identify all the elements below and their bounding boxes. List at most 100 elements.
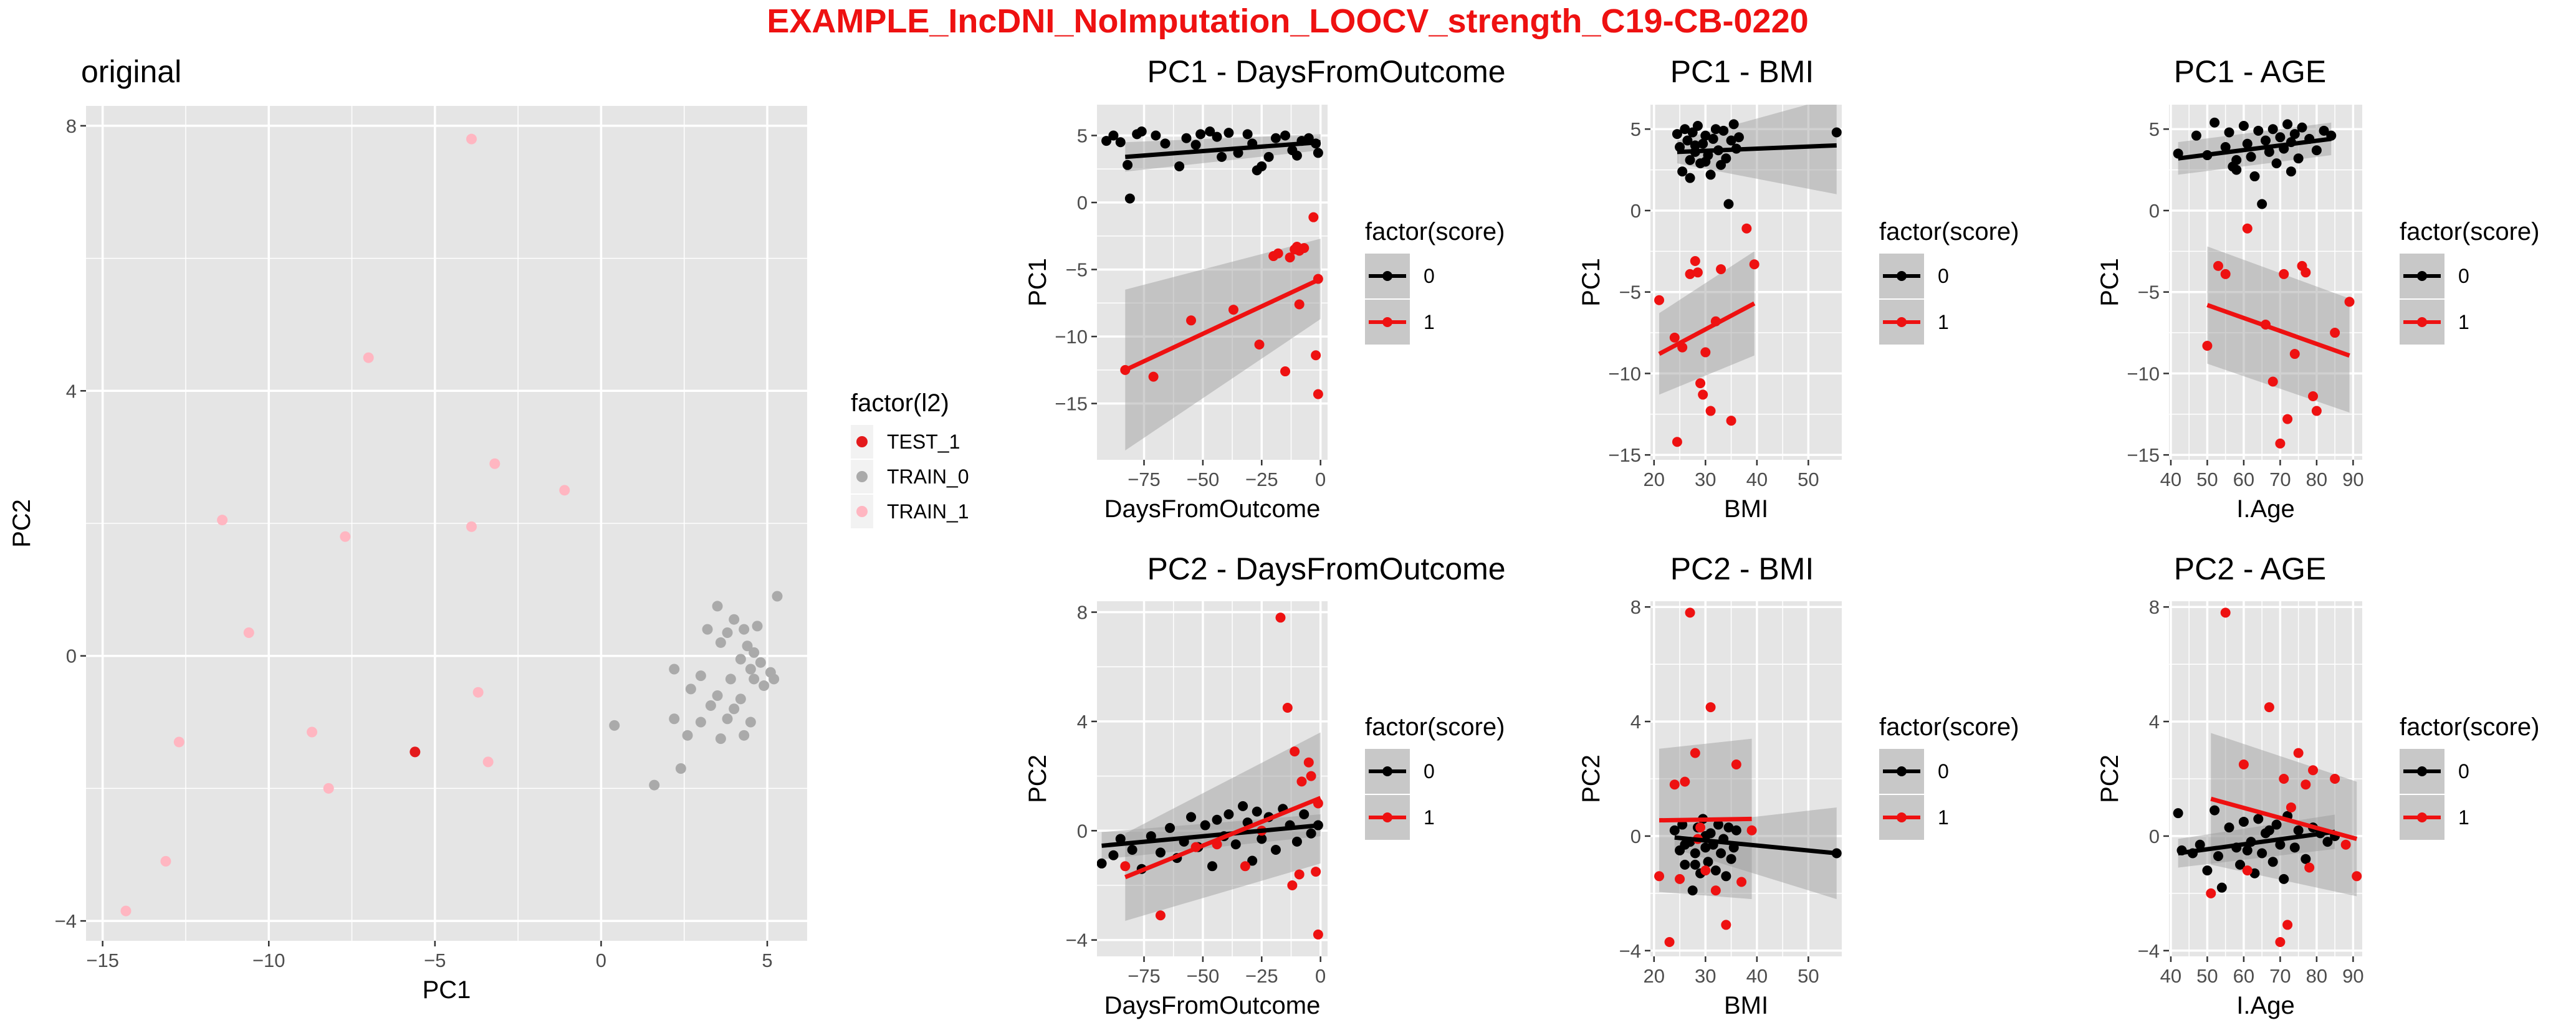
y-tick-label: 4: [1077, 711, 1088, 733]
legend-marker-0: [2417, 271, 2427, 281]
data-point-0: [2297, 122, 2307, 133]
data-point-1: [2330, 774, 2340, 784]
x-tick-label: 50: [2196, 469, 2218, 490]
data-point-0: [1270, 133, 1281, 143]
data-point-0: [2271, 158, 2282, 169]
data-point-0: [2257, 848, 2267, 859]
x-tick-label: 90: [2342, 469, 2363, 490]
x-axis-label: I.Age: [2236, 992, 2294, 1019]
y-tick-label: 0: [2149, 200, 2160, 222]
data-point-1: [1254, 340, 1265, 350]
data-point-0: [2242, 138, 2253, 149]
data-point-0: [1123, 159, 1133, 170]
y-tick-label: 8: [66, 115, 77, 137]
data-point-TRAIN_0: [735, 693, 746, 705]
data-point-0: [2191, 130, 2201, 141]
data-point-1: [1296, 776, 1307, 787]
data-point-0: [2275, 839, 2286, 850]
data-point-1: [2301, 267, 2311, 278]
regression-line-1: [1124, 277, 1322, 373]
data-point-0: [1291, 836, 1302, 847]
confidence-band-1: [1659, 251, 1755, 395]
data-point-0: [1263, 151, 1274, 162]
data-point-0: [1097, 858, 1107, 869]
data-point-0: [2231, 164, 2242, 175]
data-point-0: [1731, 825, 1741, 835]
data-point-1: [1313, 929, 1323, 940]
data-point-1: [1700, 347, 1711, 358]
x-tick-label: 40: [1746, 469, 1768, 490]
y-axis-label: PC2: [1024, 755, 1051, 803]
data-point-1: [1294, 299, 1305, 310]
data-point-1: [2293, 748, 2304, 758]
legend-title: factor(score): [1879, 218, 2019, 245]
y-tick-label: −4: [1066, 930, 1088, 951]
legend: factor(score) 0 1: [1879, 713, 2019, 840]
data-point-1: [1685, 607, 1695, 618]
x-tick-label: −75: [1128, 965, 1161, 987]
data-point-0: [1124, 193, 1135, 204]
data-point-1: [2282, 920, 2293, 930]
data-point-0: [1726, 135, 1736, 146]
data-point-1: [2242, 865, 2253, 876]
data-point-1: [1280, 366, 1291, 377]
data-point-TRAIN_1: [307, 726, 318, 738]
legend-title: factor(score): [2400, 713, 2540, 741]
legend-marker-0: [1382, 271, 1392, 281]
legend-label: 0: [1424, 760, 1435, 783]
chart-panel-5: 20 30 40 50 −4 0 4 8 PC2 - BMI BMI PC2 factor(score…: [1578, 551, 2019, 1019]
data-point-0: [2231, 155, 2242, 165]
y-tick-label: 0: [2149, 826, 2160, 847]
data-point-1: [2286, 802, 2296, 812]
data-point-0: [1680, 859, 1690, 870]
data-point-1: [1311, 350, 1321, 361]
data-point-TRAIN_0: [752, 621, 763, 632]
y-tick-label: −5: [1619, 282, 1641, 303]
x-tick-label: −5: [424, 950, 446, 971]
x-tick-label: −75: [1128, 469, 1161, 490]
legend: factor(score) 0 1: [2400, 218, 2540, 345]
data-point-0: [1700, 842, 1711, 853]
data-point-0: [2275, 132, 2286, 143]
data-point-1: [2344, 297, 2355, 307]
data-point-0: [2289, 129, 2300, 140]
data-point-0: [1831, 127, 1842, 138]
data-point-1: [1654, 871, 1665, 882]
data-point-1: [1695, 822, 1706, 833]
x-tick-label: 0: [1315, 469, 1326, 490]
data-point-0: [1270, 845, 1281, 855]
data-point-1: [1690, 748, 1700, 758]
data-point-1: [2213, 260, 2223, 271]
data-point-1: [1698, 389, 1708, 400]
data-point-TRAIN_0: [722, 713, 733, 725]
data-point-TRAIN_1: [363, 352, 374, 363]
data-point-0: [1690, 140, 1700, 151]
legend-title: factor(l2): [851, 389, 949, 417]
data-point-0: [2173, 808, 2183, 819]
data-point-0: [1710, 124, 1721, 135]
y-tick-label: −15: [2127, 444, 2160, 466]
data-point-1: [2238, 759, 2249, 770]
data-point-0: [1205, 126, 1215, 137]
data-point-0: [1101, 136, 1112, 146]
x-tick-label: 50: [1798, 469, 1819, 490]
legend-label: TRAIN_0: [887, 465, 969, 488]
y-tick-label: 5: [1077, 125, 1088, 146]
data-point-1: [1306, 771, 1316, 781]
data-point-1: [1285, 252, 1295, 263]
plot-background: [2169, 105, 2362, 460]
data-point-0: [2301, 854, 2311, 864]
data-point-0: [1181, 133, 1192, 143]
y-axis-label: PC1: [2096, 258, 2124, 307]
regression-line-1: [1124, 796, 1321, 880]
y-tick-label: 5: [1630, 118, 1641, 140]
data-point-TRAIN_1: [466, 133, 477, 145]
legend-label: TRAIN_1: [887, 500, 969, 523]
data-point-0: [1247, 855, 1258, 866]
x-tick-label: 90: [2342, 965, 2363, 987]
data-point-1: [1685, 269, 1695, 279]
data-point-0: [2257, 199, 2267, 209]
x-tick-label: 40: [2160, 965, 2181, 987]
data-point-0: [1672, 129, 1682, 140]
x-axis-label: DaysFromOutcome: [1104, 992, 1321, 1019]
